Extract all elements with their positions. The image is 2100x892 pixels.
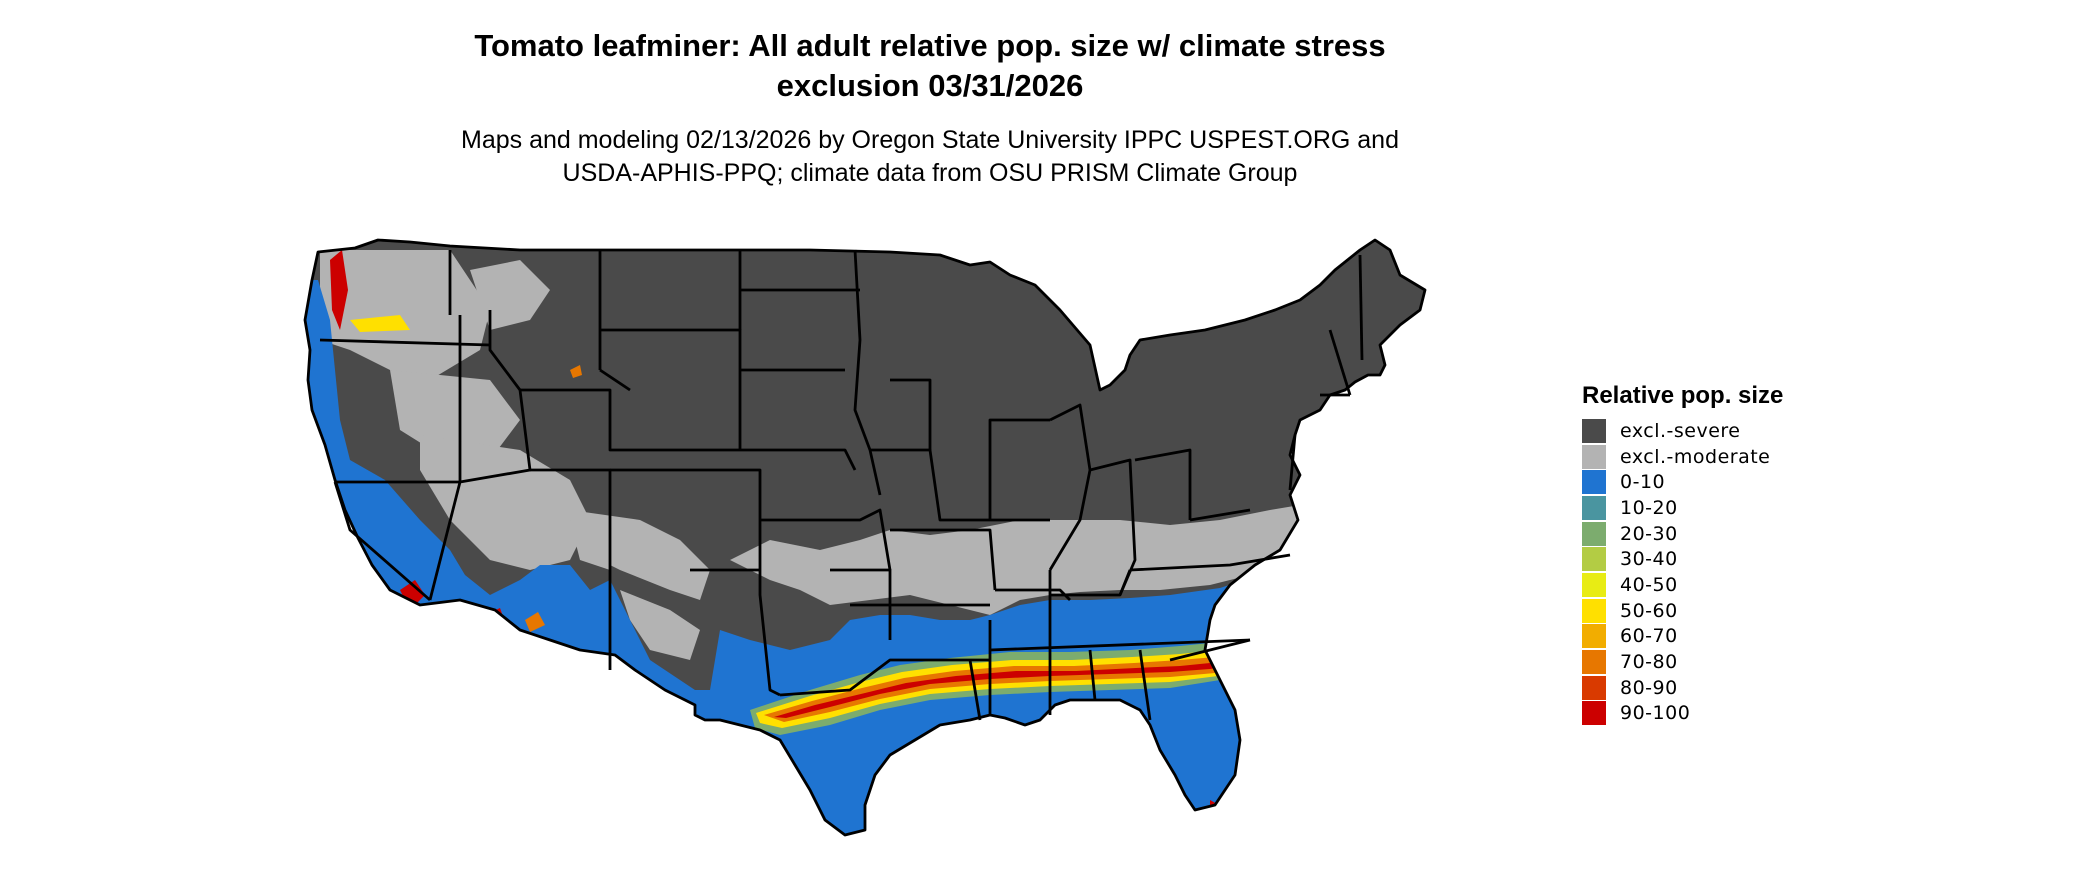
legend-label: 0-10 bbox=[1620, 471, 1666, 494]
legend-title: Relative pop. size bbox=[1582, 382, 1784, 409]
legend-label: 20-30 bbox=[1620, 522, 1678, 545]
us-population-map bbox=[303, 238, 1427, 837]
legend-swatch bbox=[1582, 624, 1606, 649]
legend-swatch bbox=[1582, 495, 1606, 520]
legend-label: 40-50 bbox=[1620, 573, 1678, 596]
legend-label: 90-100 bbox=[1620, 702, 1691, 725]
legend-swatch bbox=[1582, 675, 1606, 700]
legend-swatch bbox=[1582, 701, 1606, 726]
legend-item: 30-40 bbox=[1582, 546, 1783, 572]
legend-item: 80-90 bbox=[1582, 675, 1783, 701]
legend-items: excl.-severe excl.-moderate 0-10 10-20 20-30… bbox=[1582, 418, 1783, 726]
legend-item: 10-20 bbox=[1582, 495, 1783, 521]
legend-swatch bbox=[1582, 572, 1606, 597]
legend-label: 70-80 bbox=[1620, 651, 1678, 674]
legend-swatch bbox=[1582, 444, 1606, 469]
map-title-line-2: exclusion 03/31/2026 bbox=[776, 68, 1084, 103]
legend-label: 60-70 bbox=[1620, 625, 1678, 648]
legend-label: 80-90 bbox=[1620, 676, 1678, 699]
legend-item: excl.-moderate bbox=[1582, 444, 1783, 470]
legend-item: 50-60 bbox=[1582, 598, 1783, 624]
legend-item: 0-10 bbox=[1582, 469, 1783, 495]
legend-swatch bbox=[1582, 650, 1606, 675]
legend-swatch bbox=[1582, 418, 1606, 443]
legend-item: 60-70 bbox=[1582, 624, 1783, 650]
legend-swatch bbox=[1582, 470, 1606, 495]
legend-label: 30-40 bbox=[1620, 548, 1678, 571]
legend-swatch bbox=[1582, 547, 1606, 572]
legend-item: 40-50 bbox=[1582, 572, 1783, 598]
legend-item: 90-100 bbox=[1582, 701, 1783, 727]
legend-label: 10-20 bbox=[1620, 496, 1678, 519]
legend-swatch bbox=[1582, 521, 1606, 546]
map-subtitle-line-1: Maps and modeling 02/13/2026 by Oregon S… bbox=[461, 126, 1399, 154]
map-legend: Relative pop. size excl.-severe excl.-mod… bbox=[1582, 380, 1783, 726]
legend-swatch bbox=[1582, 598, 1606, 623]
legend-label: excl.-moderate bbox=[1620, 445, 1771, 468]
legend-item: 20-30 bbox=[1582, 521, 1783, 547]
map-title-line-1: Tomato leafminer: All adult relative pop… bbox=[474, 28, 1386, 63]
legend-item: excl.-severe bbox=[1582, 418, 1783, 444]
map-subtitle-line-2: USDA-APHIS-PPQ; climate data from OSU PR… bbox=[562, 159, 1298, 187]
legend-label: 50-60 bbox=[1620, 599, 1678, 622]
legend-label: excl.-severe bbox=[1620, 419, 1741, 442]
legend-item: 70-80 bbox=[1582, 649, 1783, 675]
